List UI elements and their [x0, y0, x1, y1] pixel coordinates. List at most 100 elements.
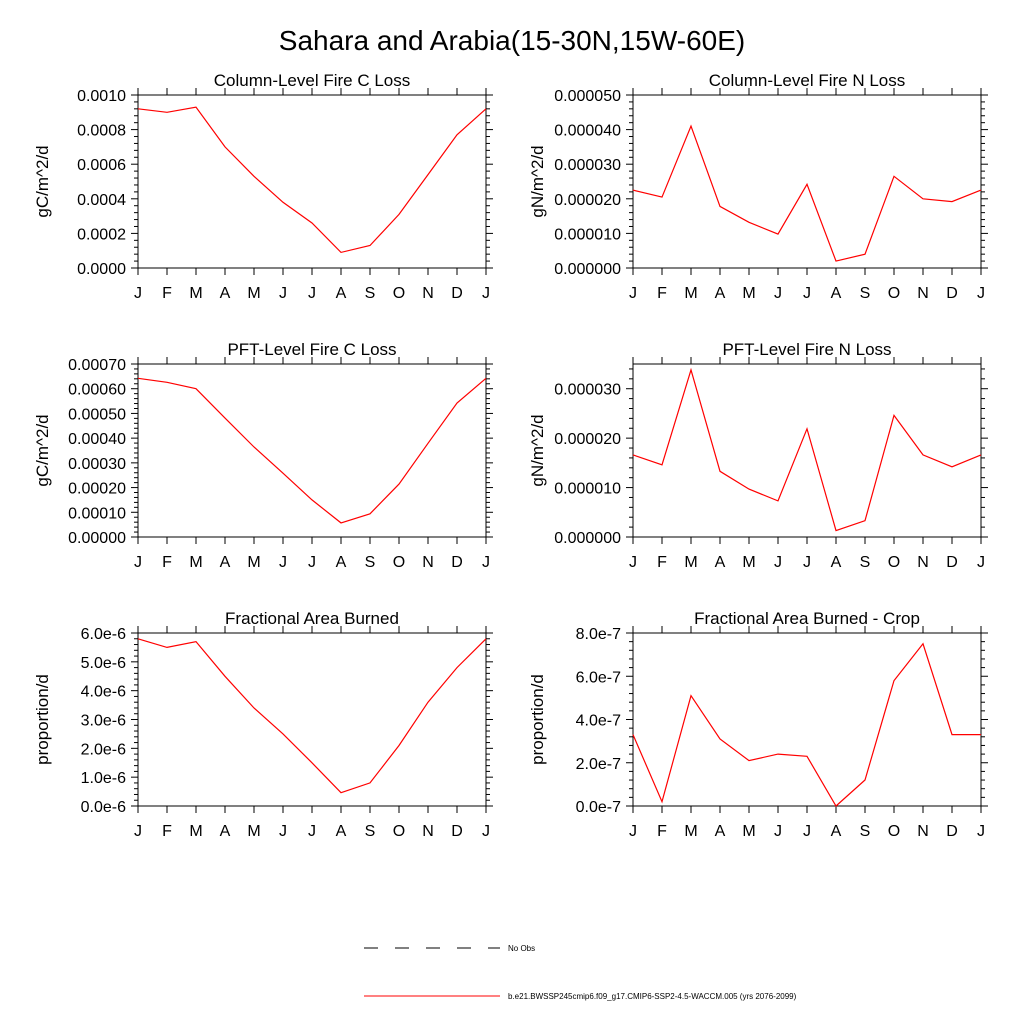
y-tick-label: 0.000040: [554, 123, 621, 140]
x-tick-label: M: [684, 285, 697, 302]
panel-title: Fractional Area Burned: [225, 609, 399, 628]
x-tick-label: J: [134, 823, 142, 840]
y-tick-label: 0.0e-6: [81, 799, 126, 816]
x-tick-label: O: [393, 285, 405, 302]
plot-frame: [632, 632, 982, 807]
x-tick-label: N: [422, 554, 434, 571]
x-tick-label: J: [482, 554, 490, 571]
y-tick-label: 0.00010: [68, 505, 126, 522]
x-tick-label: A: [336, 285, 347, 302]
y-axis-label: proportion/d: [33, 674, 52, 765]
x-tick-label: J: [977, 823, 985, 840]
x-tick-label: O: [393, 554, 405, 571]
series-line: [632, 367, 982, 532]
x-tick-label: J: [279, 285, 287, 302]
panel-title: PFT-Level Fire N Loss: [722, 340, 891, 359]
y-tick-label: 0.0000: [77, 261, 126, 278]
legend-label: b.e21.BWSSP245cmip6.f09_g17.CMIP6-SSP2-4…: [508, 992, 797, 1001]
x-tick-label: J: [308, 285, 316, 302]
y-tick-label: 0.0006: [77, 157, 126, 174]
panel-title: Column-Level Fire N Loss: [709, 71, 906, 90]
y-tick-label: 0.000020: [554, 431, 621, 448]
x-tick-label: J: [482, 285, 490, 302]
y-tick-label: 0.00040: [68, 431, 126, 448]
x-tick-label: S: [860, 554, 871, 571]
x-tick-label: M: [189, 285, 202, 302]
x-tick-label: D: [451, 285, 463, 302]
x-tick-label: J: [803, 554, 811, 571]
x-tick-label: J: [629, 554, 637, 571]
y-axis-label: gN/m^2/d: [528, 414, 547, 486]
x-tick-label: D: [451, 823, 463, 840]
series-line: [632, 642, 981, 807]
x-tick-label: A: [831, 285, 842, 302]
plot-frame: [137, 94, 487, 269]
x-tick-label: M: [247, 823, 260, 840]
x-tick-label: M: [742, 823, 755, 840]
panel-title: Fractional Area Burned - Crop: [694, 609, 920, 628]
y-tick-label: 0.0002: [77, 226, 126, 243]
plot-frame: [137, 632, 487, 807]
x-tick-label: J: [134, 285, 142, 302]
x-tick-label: J: [279, 554, 287, 571]
x-tick-label: S: [365, 285, 376, 302]
x-tick-label: F: [162, 823, 172, 840]
y-tick-label: 0.0004: [77, 192, 126, 209]
y-axis-label: gC/m^2/d: [33, 145, 52, 217]
y-tick-label: 0.000010: [554, 481, 621, 498]
y-tick-label: 0.00050: [68, 406, 126, 423]
panel-title: PFT-Level Fire C Loss: [227, 340, 396, 359]
x-tick-label: A: [220, 554, 231, 571]
y-tick-label: 4.0e-6: [81, 684, 126, 701]
x-tick-label: D: [946, 554, 958, 571]
x-tick-label: A: [715, 554, 726, 571]
x-tick-label: J: [803, 285, 811, 302]
y-tick-label: 0.000000: [554, 261, 621, 278]
x-tick-label: J: [774, 554, 782, 571]
x-tick-label: M: [684, 823, 697, 840]
x-tick-label: F: [162, 554, 172, 571]
x-tick-label: F: [657, 285, 667, 302]
x-tick-label: J: [803, 823, 811, 840]
y-tick-label: 1.0e-6: [81, 770, 126, 787]
y-tick-label: 0.000030: [554, 157, 621, 174]
y-tick-label: 6.0e-6: [81, 626, 126, 643]
legend: No Obs b.e21.BWSSP245cmip6.f09_g17.CMIP6-…: [364, 944, 797, 1001]
y-tick-label: 8.0e-7: [576, 626, 621, 643]
y-tick-label: 0.000050: [554, 88, 621, 105]
y-tick-label: 0.00020: [68, 481, 126, 498]
series-line: [632, 124, 982, 262]
x-tick-label: N: [422, 285, 434, 302]
x-tick-label: A: [336, 823, 347, 840]
plot-frame: [137, 363, 487, 538]
figure-title: Sahara and Arabia(15-30N,15W-60E): [279, 25, 745, 56]
x-tick-label: D: [946, 285, 958, 302]
x-tick-label: M: [742, 285, 755, 302]
series-line: [137, 377, 487, 524]
x-tick-label: A: [715, 285, 726, 302]
x-tick-label: F: [162, 285, 172, 302]
y-tick-label: 0.000030: [554, 382, 621, 399]
x-tick-label: D: [451, 554, 463, 571]
x-tick-label: J: [308, 554, 316, 571]
x-tick-label: A: [220, 823, 231, 840]
y-tick-label: 0.00070: [68, 357, 126, 374]
x-tick-label: J: [774, 823, 782, 840]
x-tick-label: A: [220, 285, 231, 302]
x-tick-label: D: [946, 823, 958, 840]
y-tick-label: 0.0010: [77, 88, 126, 105]
legend-label: No Obs: [508, 944, 535, 953]
x-tick-label: M: [247, 554, 260, 571]
x-tick-label: M: [189, 554, 202, 571]
x-tick-label: M: [189, 823, 202, 840]
plot-frame: [632, 94, 982, 269]
x-tick-label: J: [482, 823, 490, 840]
y-tick-label: 2.0e-7: [576, 756, 621, 773]
x-tick-label: O: [888, 554, 900, 571]
x-tick-label: J: [279, 823, 287, 840]
